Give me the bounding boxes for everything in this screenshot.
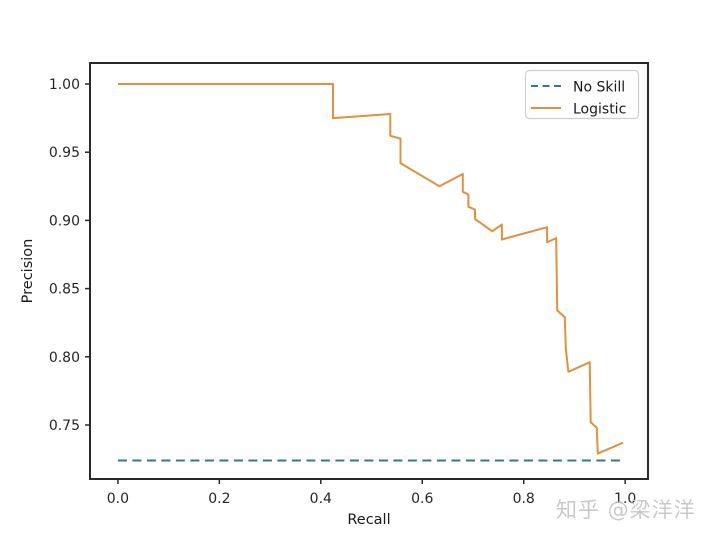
x-axis-ticks: 0.0 0.2 0.4 0.6 0.8 1.0 [107, 479, 636, 507]
y-tick-label: 0.75 [49, 418, 80, 434]
y-axis-label: Precision [20, 239, 36, 304]
y-tick-label: 0.85 [49, 282, 80, 298]
y-tick-label: 0.80 [49, 350, 80, 366]
legend-entry-logistic: Logistic [531, 102, 626, 118]
legend-no-skill-label: No Skill [573, 80, 625, 96]
x-tick-label: 0.4 [310, 491, 332, 507]
x-tick-label: 0.6 [411, 491, 433, 507]
logistic-line [117, 83, 624, 455]
watermark-zhihu: 知乎 @梁洋洋 [556, 498, 696, 522]
plot-area-border [89, 62, 649, 480]
y-axis-ticks: 0.75 0.80 0.85 0.90 0.95 1.00 [49, 77, 90, 434]
y-tick-label: 0.95 [49, 145, 80, 161]
x-axis-label: Recall [347, 512, 390, 528]
legend-box [524, 69, 640, 120]
legend-entry-no-skill: No Skill [531, 80, 625, 96]
x-tick-label: 0.2 [208, 491, 230, 507]
x-tick-label: 0.0 [107, 491, 129, 507]
plot-series [117, 83, 626, 462]
y-tick-label: 1.00 [49, 77, 80, 93]
legend: No Skill Logistic [524, 69, 640, 120]
legend-logistic-label: Logistic [573, 102, 626, 118]
x-tick-label: 0.8 [513, 491, 535, 507]
x-tick-label: 1.0 [614, 491, 636, 507]
y-tick-label: 0.90 [49, 213, 80, 229]
